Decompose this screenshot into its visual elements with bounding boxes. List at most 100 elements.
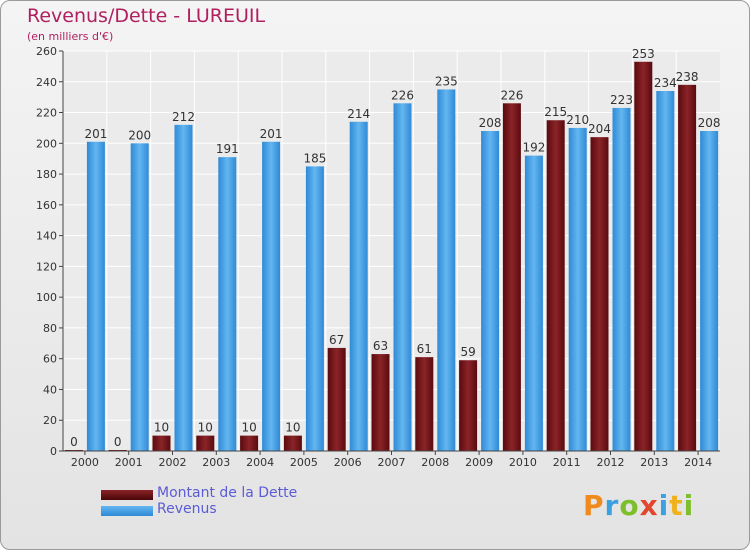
y-tick-label: 60 (43, 353, 57, 366)
legend-label-revenus: Revenus (157, 501, 217, 517)
data-label-revenus: 208 (479, 116, 502, 130)
bar-debt (415, 357, 434, 451)
bar-revenus (218, 157, 237, 451)
x-tick-label: 2008 (421, 456, 449, 469)
logo-letter: r (604, 489, 620, 522)
y-tick-label: 240 (36, 76, 57, 89)
x-tick-label: 2004 (246, 456, 274, 469)
plot-area (63, 51, 720, 451)
x-tick-label: 2013 (640, 456, 668, 469)
data-label-revenus: 208 (698, 116, 721, 130)
y-tick-label: 260 (36, 45, 57, 58)
data-label-revenus: 212 (172, 110, 195, 124)
bar-revenus (393, 103, 412, 452)
data-label-debt: 253 (632, 47, 655, 61)
x-tick-label: 2002 (159, 456, 187, 469)
bar-revenus (349, 121, 368, 452)
bar-debt (327, 347, 346, 451)
y-tick-label: 40 (43, 383, 57, 396)
logo-letter: i (658, 489, 670, 522)
data-label-revenus: 214 (347, 107, 370, 121)
bar-debt (283, 435, 302, 451)
legend-label-debt: Montant de la Dette (157, 485, 298, 501)
bar-revenus (174, 124, 193, 451)
x-tick-label: 2012 (597, 456, 625, 469)
data-label-revenus: 200 (128, 128, 151, 142)
bar-revenus (524, 155, 543, 451)
data-label-debt: 10 (241, 421, 256, 435)
data-label-revenus: 185 (303, 151, 326, 165)
logo-letter: P (583, 489, 605, 522)
chart-subtitle: (en milliers d'€) (27, 30, 114, 43)
y-tick-label: 140 (36, 230, 57, 243)
bar-revenus (568, 127, 587, 451)
logo-letter: t (669, 489, 684, 522)
x-tick-label: 2007 (378, 456, 406, 469)
bar-revenus (305, 166, 324, 451)
data-label-revenus: 226 (391, 88, 414, 102)
logo-letter: i (683, 489, 695, 522)
y-tick-label: 200 (36, 137, 57, 150)
x-tick-label: 2006 (334, 456, 362, 469)
chart-title: Revenus/Dette - LUREUIL (27, 5, 266, 27)
data-label-revenus: 234 (654, 76, 677, 90)
data-label-revenus: 191 (216, 142, 239, 156)
bar-debt (634, 61, 653, 452)
bar-revenus (437, 89, 456, 451)
bar-debt (152, 435, 171, 451)
x-tick-label: 2001 (115, 456, 143, 469)
data-label-debt: 238 (676, 70, 699, 84)
bar-revenus (612, 107, 631, 451)
data-label-revenus: 235 (435, 74, 458, 88)
bar-debt (371, 354, 390, 451)
data-label-debt: 204 (588, 122, 611, 136)
bar-revenus (262, 141, 281, 451)
bar-revenus (700, 131, 719, 451)
data-label-revenus: 210 (566, 113, 589, 127)
data-label-debt: 10 (154, 421, 169, 435)
data-label-debt: 0 (114, 435, 122, 449)
proxiti-logo: Proxiti (583, 489, 694, 522)
data-label-debt: 67 (329, 333, 344, 347)
data-label-revenus: 192 (522, 141, 545, 155)
bar-debt (678, 84, 697, 451)
x-tick-label: 2014 (684, 456, 712, 469)
y-tick-label: 120 (36, 260, 57, 273)
data-label-debt: 63 (373, 339, 388, 353)
legend-swatch-debt (101, 490, 153, 500)
data-label-revenus: 201 (84, 127, 107, 141)
legend-swatch-revenus (101, 506, 153, 516)
bar-debt (546, 120, 565, 451)
data-label-debt: 215 (544, 105, 567, 119)
y-tick-label: 180 (36, 168, 57, 181)
y-tick-label: 160 (36, 199, 57, 212)
bar-revenus (130, 143, 149, 452)
y-tick-label: 0 (50, 445, 57, 458)
x-tick-label: 2003 (202, 456, 230, 469)
data-label-debt: 0 (70, 435, 78, 449)
bar-debt (240, 435, 259, 451)
bar-debt (459, 360, 478, 451)
x-tick-label: 2009 (465, 456, 493, 469)
y-tick-label: 80 (43, 322, 57, 335)
x-tick-label: 2011 (553, 456, 581, 469)
data-label-debt: 61 (417, 342, 432, 356)
logo-letter: x (639, 489, 659, 522)
x-tick-label: 2000 (71, 456, 99, 469)
logo-letter: o (619, 489, 640, 522)
bar-debt (196, 435, 215, 451)
data-label-revenus: 223 (610, 93, 633, 107)
data-label-debt: 226 (500, 88, 523, 102)
bar-revenus (481, 131, 500, 451)
data-label-debt: 10 (285, 421, 300, 435)
x-tick-label: 2005 (290, 456, 318, 469)
x-tick-label: 2010 (509, 456, 537, 469)
data-label-debt: 59 (460, 345, 475, 359)
bar-revenus (656, 91, 675, 451)
y-tick-label: 100 (36, 291, 57, 304)
data-label-revenus: 201 (260, 127, 283, 141)
bar-debt (590, 137, 609, 451)
y-tick-label: 220 (36, 107, 57, 120)
